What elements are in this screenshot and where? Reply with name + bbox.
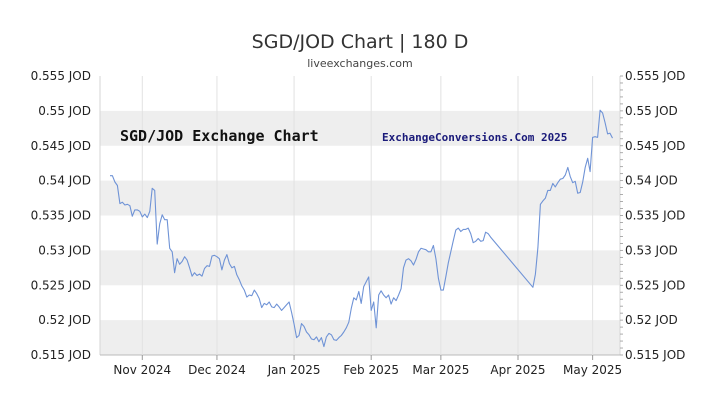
- grid-band: [100, 110, 620, 146]
- y-tick-label-right: 0.55 JOD: [625, 104, 678, 118]
- y-axis-left: 0.555 JOD 0.55 JOD 0.545 JOD 0.54 JOD 0.535 …: [31, 69, 91, 362]
- y-tick-label-left: 0.535 JOD: [31, 209, 91, 223]
- y-tick-label-left: 0.52 JOD: [38, 313, 91, 327]
- x-tick-label: Mar 2025: [412, 363, 469, 377]
- chart-subtitle: liveexchanges.com: [307, 57, 412, 70]
- y-tick-label-right: 0.545 JOD: [625, 139, 685, 153]
- x-tick-label: Apr 2025: [490, 363, 545, 377]
- y-tick-label-left: 0.515 JOD: [31, 348, 91, 362]
- y-tick-label-right: 0.535 JOD: [625, 209, 685, 223]
- y-tick-label-right: 0.555 JOD: [625, 69, 685, 83]
- y-tick-label-right: 0.53 JOD: [625, 243, 678, 257]
- grid-bands: [100, 110, 620, 355]
- x-tick-label: Jan 2025: [267, 363, 321, 377]
- y-tick-label-left: 0.525 JOD: [31, 278, 91, 292]
- watermark-site: ExchangeConversions.Com 2025: [382, 131, 567, 144]
- y-tick-label-left: 0.545 JOD: [31, 139, 91, 153]
- x-tick-label: May 2025: [563, 363, 622, 377]
- watermark-chart-name: SGD/JOD Exchange Chart: [120, 127, 319, 145]
- y-tick-label-left: 0.555 JOD: [31, 69, 91, 83]
- grid-band: [100, 320, 620, 355]
- grid-band: [100, 250, 620, 286]
- y-tick-label-right: 0.52 JOD: [625, 313, 678, 327]
- chart-title: SGD/JOD Chart | 180 D: [252, 31, 469, 53]
- y-tick-label-left: 0.54 JOD: [38, 174, 91, 188]
- x-tick-label: Feb 2025: [343, 363, 399, 377]
- x-axis: Nov 2024 Dec 2024 Jan 2025 Feb 2025 Mar 2025…: [113, 76, 622, 377]
- y-tick-label-left: 0.55 JOD: [38, 104, 91, 118]
- y-axis-right: 0.555 JOD 0.55 JOD 0.545 JOD 0.54 JOD 0.535 …: [625, 69, 685, 362]
- y-tick-label-right: 0.54 JOD: [625, 174, 678, 188]
- y-tick-label-right: 0.515 JOD: [625, 348, 685, 362]
- plot-frame: [99, 75, 623, 356]
- y-tick-label-right: 0.525 JOD: [625, 278, 685, 292]
- x-tick-label: Dec 2024: [188, 363, 246, 377]
- y-tick-label-left: 0.53 JOD: [38, 243, 91, 257]
- series-line-sgd-jod: [110, 109, 613, 348]
- x-tick-label: Nov 2024: [113, 363, 171, 377]
- grid-band: [100, 180, 620, 216]
